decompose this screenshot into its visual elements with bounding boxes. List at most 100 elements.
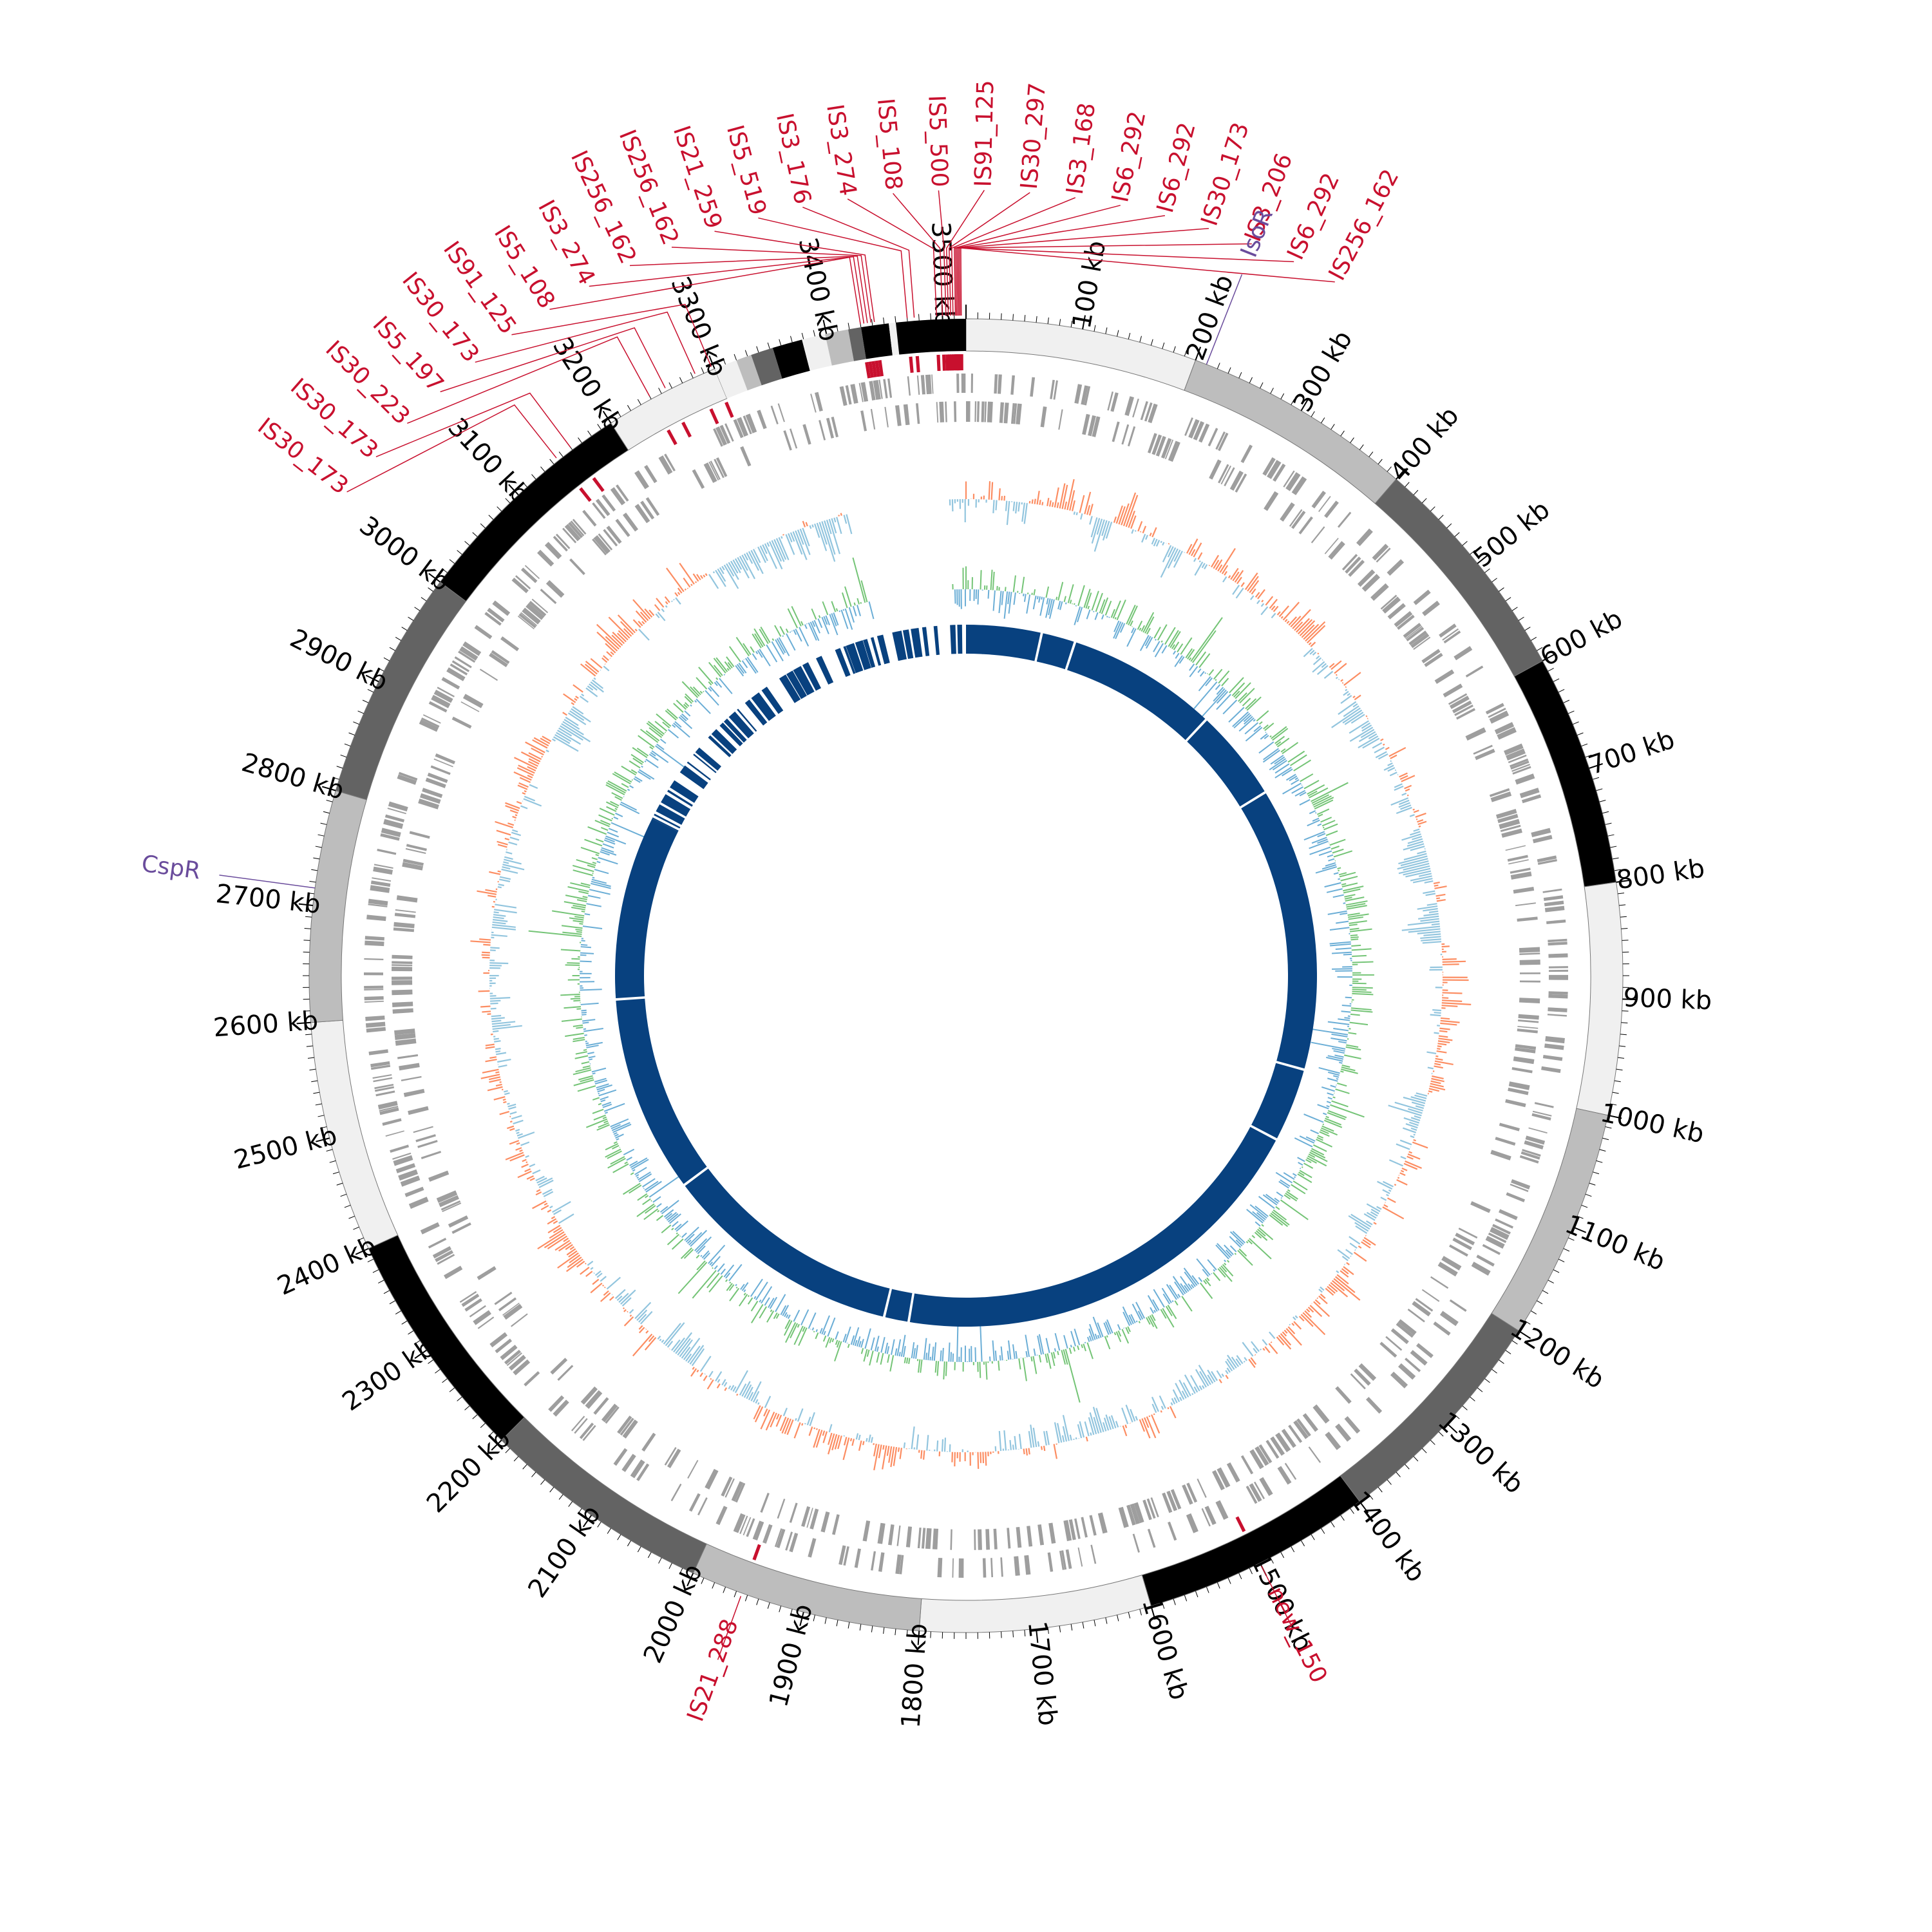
gene-tile [526, 603, 545, 620]
gc-content-bar [607, 1157, 626, 1169]
tick-mark [428, 587, 433, 592]
synteny-block [719, 722, 743, 746]
gc-content-bar [1346, 1044, 1359, 1048]
gene-tile [489, 1332, 508, 1348]
gc-skew-bar [1064, 501, 1068, 510]
gc-skew-bar [481, 954, 490, 956]
gc-content-bar [852, 1327, 860, 1346]
gc-skew-bar [936, 1440, 939, 1452]
gc-skew-bar [1250, 595, 1255, 600]
gc-skew-bar [1431, 923, 1440, 926]
synteny-block [614, 625, 1317, 1327]
gene-tile [820, 1511, 830, 1533]
gene-tile [1188, 419, 1200, 439]
gc-content-bar [1345, 1046, 1361, 1051]
is-leader-line [346, 404, 557, 493]
gc-content-bar [684, 710, 691, 717]
gc-skew-bar [1162, 542, 1165, 546]
gc-skew-bar [746, 552, 753, 564]
gc-skew-bar [1383, 743, 1385, 746]
gene-tile [397, 1054, 419, 1059]
tick-mark [679, 377, 683, 384]
gene-tile [1403, 623, 1422, 638]
gene-tile [733, 1513, 746, 1533]
gc-content-bar [1348, 1032, 1357, 1035]
gene-tile [1397, 614, 1415, 630]
gc-skew-bar [724, 1387, 728, 1391]
gc-skew-bar [519, 777, 531, 783]
gc-skew-bar [1334, 663, 1347, 674]
synteny-block [855, 640, 871, 670]
gene-tile [474, 625, 493, 639]
gc-skew-bar [1173, 549, 1181, 562]
gc-content-bar [643, 1208, 659, 1220]
gc-content-bar [779, 626, 785, 635]
tick-mark [1581, 1204, 1588, 1208]
gc-skew-bar [494, 909, 517, 914]
gc-content-bar [646, 722, 664, 737]
gene-tile [615, 518, 630, 537]
gene-label: CspR [140, 851, 202, 885]
gene-tile [1291, 476, 1307, 495]
gc-skew-bar [1273, 605, 1279, 612]
gc-content-bar [696, 1260, 706, 1271]
gc-content-bar [1258, 1196, 1275, 1209]
synteny-block [902, 629, 914, 659]
tick-mark [1511, 607, 1518, 611]
gene-tile [1081, 385, 1088, 405]
gene-tile [1281, 1428, 1296, 1448]
gc-skew-bar [679, 562, 695, 585]
gc-skew-bar [802, 527, 810, 547]
gc-content-bar [1253, 719, 1256, 722]
gene-tile [1394, 611, 1413, 627]
gc-skew-bar [553, 1220, 558, 1224]
gc-content-bar [1243, 714, 1252, 723]
gene-tile [1112, 421, 1120, 442]
gc-content-bar [1326, 1101, 1331, 1104]
gc-skew-bar [1423, 907, 1438, 912]
gc-content-bar [1132, 1303, 1142, 1321]
tick-mark [344, 1204, 351, 1208]
gc-skew-bar [589, 683, 598, 691]
gc-skew-bar [1264, 1346, 1271, 1354]
gc-skew-bar [1439, 1030, 1448, 1033]
gc-content-bar [713, 665, 723, 676]
gc-skew-bar [1227, 1354, 1237, 1368]
gc-content-bar [945, 1361, 948, 1376]
gc-skew-bar [1396, 806, 1412, 815]
tick-label: 1600 kb [1136, 1595, 1194, 1703]
gc-content-bar [753, 628, 766, 647]
gene-tile [670, 1483, 682, 1502]
gc-skew-bar [1433, 881, 1440, 885]
gc-content-bar [728, 646, 741, 663]
gene-tile [364, 985, 384, 989]
gene-tile [1027, 1526, 1033, 1547]
gc-skew-bar [470, 940, 491, 943]
gene-tile [1235, 473, 1247, 493]
gc-content-bar [1272, 759, 1287, 771]
gene-tile [364, 958, 384, 960]
gc-content-bar [724, 661, 732, 670]
gc-skew-bar [1383, 764, 1394, 771]
gc-content-bar [1045, 1338, 1050, 1354]
gc-skew-bar [1441, 1005, 1458, 1007]
gc-skew-bar [513, 1119, 524, 1124]
gene-tile [595, 498, 611, 516]
gc-content-bar [889, 1355, 895, 1372]
is-leader-line [511, 303, 712, 367]
tick-mark [895, 1629, 896, 1636]
gc-skew-bar [819, 522, 828, 545]
gc-content-bar [1038, 596, 1041, 603]
gene-tile [1010, 402, 1015, 424]
gc-content-bar [1255, 1206, 1269, 1217]
gc-content-bar [800, 621, 804, 626]
gc-content-bar [1155, 639, 1157, 641]
gene-tile [1485, 703, 1504, 715]
tick-mark [1387, 466, 1392, 472]
tick-mark [480, 1423, 486, 1428]
gene-tile [1168, 1521, 1177, 1541]
tick-mark [1492, 1368, 1497, 1374]
gene-tile [777, 1499, 786, 1519]
gc-skew-bar [657, 611, 666, 621]
gc-content-bar [667, 1213, 679, 1223]
